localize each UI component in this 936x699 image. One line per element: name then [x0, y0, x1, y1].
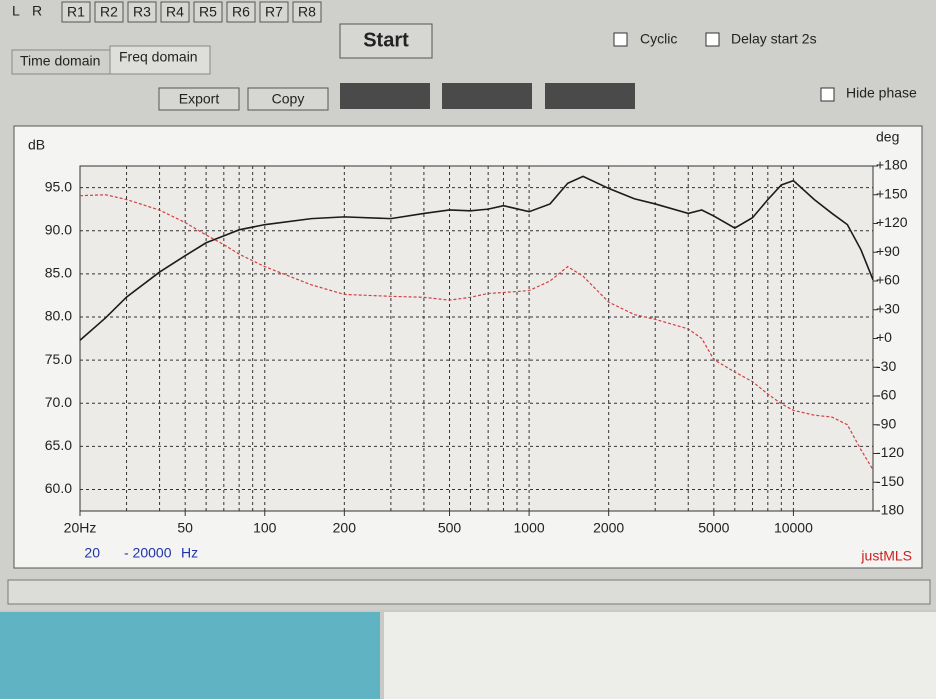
display-box — [340, 83, 430, 109]
ref-label: R7 — [265, 4, 283, 20]
ref-label: R8 — [298, 4, 316, 20]
ref-label: R4 — [166, 4, 184, 20]
y2-axis-label: deg — [876, 129, 899, 145]
ref-button[interactable] — [226, 1, 256, 23]
y-tick-label: 70.0 — [45, 394, 72, 410]
display-box — [442, 83, 532, 109]
ref-label: R2 — [100, 4, 118, 20]
y-tick-label: 90.0 — [45, 221, 72, 237]
ref-label: R3 — [133, 4, 151, 20]
tab-label: Freq domain — [119, 49, 198, 65]
taskbar-right — [384, 612, 936, 699]
y2-tick-label: -150 — [876, 473, 904, 489]
checkbox[interactable] — [613, 32, 628, 47]
y2-tick-label: +150 — [876, 185, 908, 201]
ref-label: R6 — [232, 4, 250, 20]
y-tick-label: 80.0 — [45, 308, 72, 324]
y2-tick-label: +30 — [876, 300, 900, 316]
y-tick-label: 60.0 — [45, 480, 72, 496]
y2-tick-label: -180 — [876, 502, 904, 518]
x-tick-label: 200 — [333, 520, 357, 536]
y-tick-label: 85.0 — [45, 265, 72, 281]
y-tick-label: 95.0 — [45, 178, 72, 194]
y2-tick-label: -30 — [876, 358, 896, 374]
display-box — [545, 83, 635, 109]
y2-tick-label: +0 — [876, 329, 892, 345]
cyclic-label: Cyclic — [640, 31, 677, 47]
y2-tick-label: +60 — [876, 272, 900, 288]
channel-label: L — [12, 3, 20, 19]
hide-phase-label: Hide phase — [846, 85, 917, 101]
plot-area — [79, 165, 874, 512]
toolbar: L R R1 R2 R3 R4 R5 R6 R7 R8 — [12, 1, 322, 23]
checkbox[interactable] — [705, 32, 720, 47]
x-tick-label: 50 — [177, 520, 193, 536]
range-to: - 20000 — [124, 545, 172, 561]
ref-button[interactable] — [61, 1, 91, 23]
x-tick-label: 2000 — [593, 520, 624, 536]
taskbar-left — [0, 612, 380, 699]
y2-tick-label: -90 — [876, 415, 896, 431]
tab-label: Time domain — [20, 53, 100, 69]
start-button[interactable] — [339, 23, 433, 59]
ref-label: R5 — [199, 4, 217, 20]
y-tick-label: 65.0 — [45, 437, 72, 453]
ref-button[interactable] — [160, 1, 190, 23]
ref-button[interactable] — [127, 1, 157, 23]
export-label: Export — [179, 91, 220, 107]
brand: justMLS — [860, 548, 912, 564]
x-tick-label: 500 — [438, 520, 462, 536]
ref-button[interactable] — [193, 1, 223, 23]
export-button[interactable] — [158, 87, 240, 111]
x-tick-label: 5000 — [698, 520, 729, 536]
ref-label: R1 — [67, 4, 85, 20]
series-line — [79, 175, 874, 341]
y2-tick-label: +180 — [876, 157, 908, 173]
scrollbar[interactable] — [7, 579, 931, 605]
range-from: 20 — [84, 545, 100, 561]
x-tick-label: 10000 — [774, 520, 813, 536]
x-tick-label: 20Hz — [64, 520, 97, 536]
start-label: Start — [363, 29, 409, 51]
checkbox[interactable] — [820, 87, 835, 102]
channel-label: R — [32, 3, 42, 19]
copy-label: Copy — [272, 91, 305, 107]
range-unit: Hz — [181, 545, 198, 561]
y2-tick-label: +90 — [876, 243, 900, 259]
series-line — [79, 194, 874, 471]
x-tick-label: 100 — [253, 520, 277, 536]
y2-tick-label: +120 — [876, 214, 908, 230]
tab[interactable] — [109, 45, 211, 75]
y2-tick-label: -120 — [876, 444, 904, 460]
ref-button[interactable] — [259, 1, 289, 23]
ref-button[interactable] — [94, 1, 124, 23]
plot: 20Hz 50 100 200 500 1000 2000 5000 10000 60.0 65.0… — [45, 157, 908, 536]
copy-button[interactable] — [247, 87, 329, 111]
tab[interactable] — [11, 49, 111, 75]
ref-button[interactable] — [292, 1, 322, 23]
y-axis-label: dB — [28, 137, 45, 153]
y2-tick-label: -60 — [876, 387, 896, 403]
delay-label: Delay start 2s — [731, 31, 817, 47]
y-tick-label: 75.0 — [45, 351, 72, 367]
x-tick-label: 1000 — [514, 520, 545, 536]
